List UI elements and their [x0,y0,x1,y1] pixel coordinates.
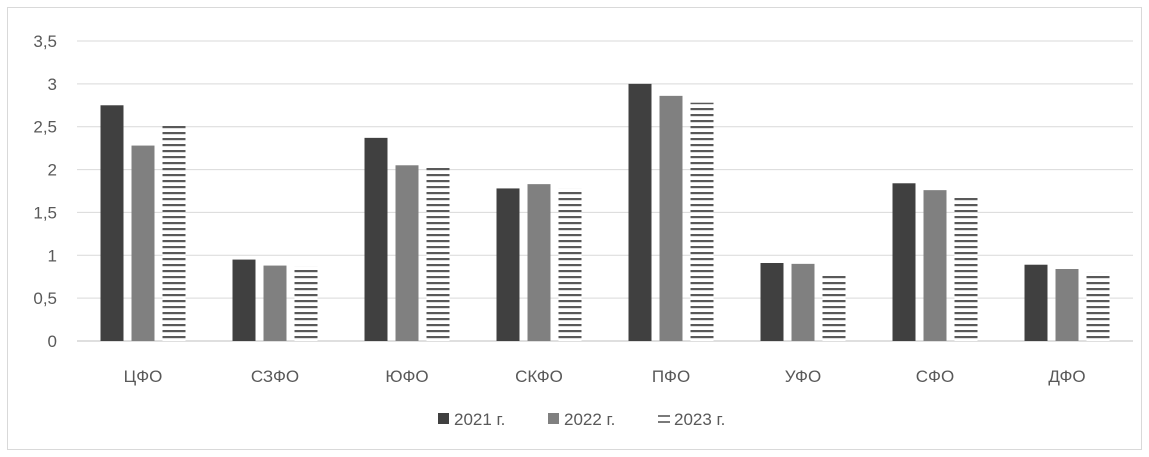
x-category-label: ЦФО [124,367,163,386]
bar-СЗФО-2022-г. [263,265,287,341]
bar-СФО-2023-г. [954,196,978,341]
y-tick-label: 2,5 [33,118,57,137]
bar-УФО-2021-г. [760,263,784,341]
x-category-label: УФО [785,367,821,386]
x-category-label: СКФО [515,367,563,386]
x-category-label: ПФО [652,367,690,386]
bars [100,83,1110,342]
bar-ЮФО-2021-г. [364,137,388,341]
bar-СЗФО-2023-г. [294,266,318,341]
y-tick-label: 3 [48,75,57,94]
legend-label: 2022 г. [564,410,615,429]
bar-ЦФО-2021-г. [100,105,124,342]
x-axis-categories: ЦФО СЗФО ЮФО СКФО ПФО УФО СФО ДФО [124,367,1086,386]
y-tick-label: 0,5 [33,289,57,308]
bar-ЮФО-2022-г. [395,165,419,341]
bar-ДФО-2021-г. [1024,264,1048,341]
legend: 2021 г. 2022 г. 2023 г. [438,410,725,429]
bar-ДФО-2023-г. [1086,272,1110,341]
bar-ПФО-2021-г. [628,83,652,341]
y-tick-label: 3,5 [33,32,57,51]
legend-item: 2022 г. [548,410,615,429]
x-category-label: СЗФО [251,367,299,386]
bar-ЮФО-2023-г. [426,167,450,341]
bar-СФО-2021-г. [892,183,916,341]
x-category-label: ЮФО [385,367,428,386]
bar-СКФО-2023-г. [558,188,582,341]
legend-label: 2023 г. [674,410,725,429]
legend-label: 2021 г. [454,410,505,429]
legend-item: 2021 г. [438,410,505,429]
bar-ПФО-2022-г. [659,95,683,341]
y-tick-label: 0 [48,332,57,351]
legend-swatch [548,413,559,424]
bar-ДФО-2022-г. [1055,269,1079,341]
legend-swatch [438,413,449,424]
bar-СКФО-2022-г. [527,184,551,341]
y-axis-ticks: 0 0,5 1 1,5 2 2,5 3 3,5 [33,32,57,351]
bar-ЦФО-2023-г. [162,125,186,341]
bar-ПФО-2023-г. [690,102,714,341]
x-category-label: ДФО [1048,367,1085,386]
bar-СЗФО-2021-г. [232,259,256,341]
bar-СКФО-2021-г. [496,188,520,341]
y-tick-label: 2 [48,161,57,180]
bar-УФО-2022-г. [791,263,815,341]
bar-УФО-2023-г. [822,273,846,341]
bar-ЦФО-2022-г. [131,145,155,341]
y-tick-label: 1 [48,246,57,265]
x-category-label: СФО [916,367,954,386]
bar-СФО-2022-г. [923,190,947,341]
y-tick-label: 1,5 [33,203,57,222]
legend-item: 2023 г. [658,410,725,429]
